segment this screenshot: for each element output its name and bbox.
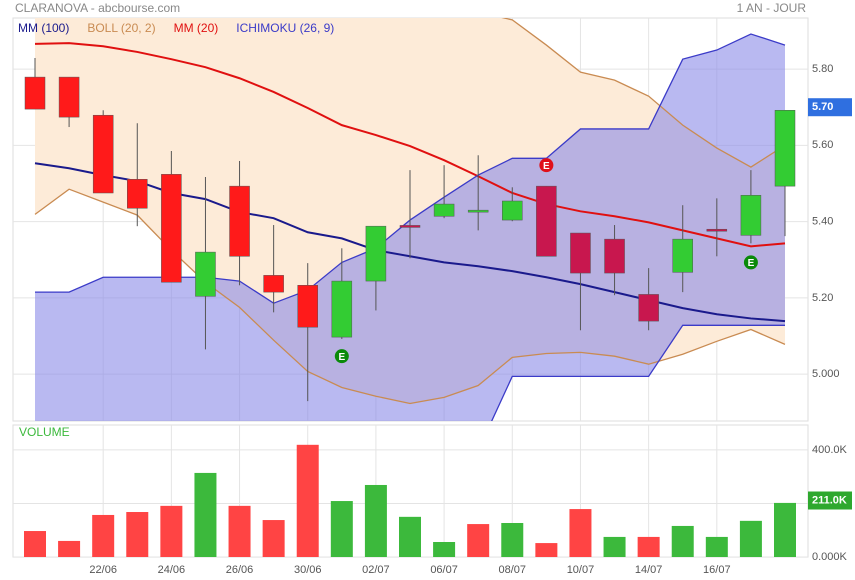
x-tick-label: 14/07 — [635, 564, 663, 576]
x-tick-label: 06/07 — [430, 564, 458, 576]
y-tick-label: 400.0K — [812, 444, 848, 456]
x-tick-label: 24/06 — [158, 564, 186, 576]
x-tick-label: 16/07 — [703, 564, 731, 576]
volume-bar — [671, 525, 694, 557]
x-tick-label: 08/07 — [499, 564, 527, 576]
legend-entry: MM (20) — [174, 21, 219, 35]
candle-body — [161, 174, 182, 283]
candle-body — [672, 238, 693, 273]
candle-body — [263, 275, 284, 293]
volume-bar — [603, 536, 626, 557]
candle-body — [570, 232, 591, 274]
volume-bar — [160, 505, 183, 557]
volume-bar — [24, 531, 46, 557]
x-tick-label: 10/07 — [567, 564, 595, 576]
volume-bar — [58, 540, 81, 557]
price-plot: E E E — [13, 18, 808, 421]
volume-bar — [126, 512, 149, 557]
volume-bar — [330, 501, 353, 557]
volume-bar — [774, 502, 796, 557]
candle-body — [638, 294, 659, 322]
signal-marker — [539, 158, 554, 173]
volume-bar — [364, 484, 387, 557]
candle-body — [24, 76, 46, 110]
volume-plot — [13, 425, 808, 557]
candle-body — [195, 251, 216, 297]
volume-bar — [228, 505, 251, 557]
x-tick-label: 22/06 — [89, 564, 117, 576]
last-value-tag — [808, 491, 852, 510]
candle-body — [127, 179, 148, 209]
legend-entry: ICHIMOKU (26, 9) — [236, 21, 334, 35]
volume-bar — [296, 444, 319, 557]
candle-body — [229, 185, 250, 257]
legend-entry: MM (100) — [18, 21, 69, 35]
volume-bar — [433, 542, 456, 557]
band-lower-line — [490, 324, 785, 421]
x-tick-label: 30/06 — [294, 564, 322, 576]
y-tick-label: 5.000 — [812, 368, 840, 380]
y-tick-label: 5.80 — [812, 63, 833, 75]
candle-body — [58, 76, 80, 118]
signal-marker — [334, 349, 349, 364]
candle-body — [92, 114, 114, 194]
candle-body — [604, 238, 625, 274]
volume-bar — [467, 524, 490, 557]
candle-body — [365, 225, 387, 282]
last-value-tag — [808, 98, 852, 117]
volume-bar — [399, 516, 421, 557]
candle-body — [774, 110, 796, 187]
signal-label: E — [543, 161, 550, 172]
candle-body — [433, 203, 455, 217]
candle-body — [331, 280, 353, 338]
candle-body — [536, 185, 557, 257]
volume-bar — [194, 472, 217, 557]
candle-body — [399, 225, 421, 228]
legend-entry: BOLL (20, 2) — [87, 21, 155, 35]
candle-body — [706, 228, 728, 232]
candle-body — [297, 285, 318, 328]
overlay: 5.000 5.20 5.40 5.60 5.80 MM (100) BOLL (20, 2… — [18, 21, 852, 576]
signal-label: E — [338, 352, 345, 363]
volume-bar — [637, 536, 660, 557]
last-value-label: 5.70 — [812, 101, 833, 113]
last-value-label: 211.0K — [812, 494, 847, 506]
y-tick-label: 5.60 — [812, 139, 833, 151]
candle-body — [502, 200, 523, 221]
y-tick-label: 5.40 — [812, 216, 833, 228]
signal-marker — [743, 255, 758, 270]
volume-bar — [92, 514, 115, 557]
volume-bar — [739, 520, 762, 557]
signal-label: E — [748, 258, 755, 269]
x-tick-label: 26/06 — [226, 564, 254, 576]
volume-bar — [535, 543, 558, 557]
chart-title: CLARANOVA - abcbourse.com — [15, 1, 180, 15]
candle-body — [467, 209, 489, 213]
ma-line — [34, 42, 786, 248]
volume-bar — [569, 509, 592, 557]
x-tick-label: 02/07 — [362, 564, 390, 576]
volume-title: VOLUME — [19, 425, 70, 439]
y-tick-label: 0.000K — [812, 551, 848, 563]
volume-bar — [501, 522, 524, 557]
volume-bar — [705, 536, 728, 557]
candle-body — [740, 195, 762, 236]
band-lower-line — [34, 188, 786, 405]
y-tick-label: 5.20 — [812, 292, 833, 304]
volume-bar — [262, 520, 285, 557]
chart-subtitle: 1 AN - JOUR — [737, 1, 807, 15]
